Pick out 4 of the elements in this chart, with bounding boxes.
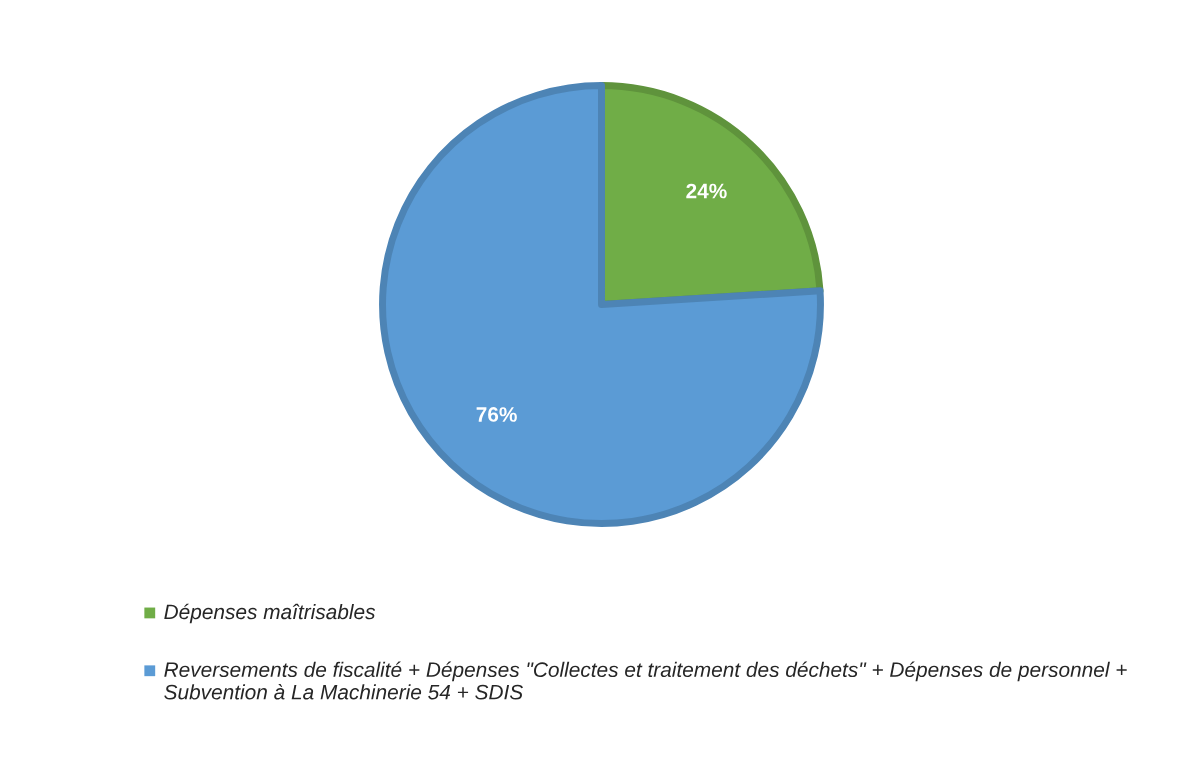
data-label: 76% bbox=[476, 407, 517, 422]
legend-label: Reversements de fiscalité + Dépenses "Collectes et traitement des déchets" + Dépenses de personnel + Subvention à La Machinerie 54 + SDIS bbox=[164, 661, 1127, 700]
data-label: 24% bbox=[686, 183, 727, 199]
legend-label: Dépenses maîtrisables bbox=[164, 603, 376, 624]
